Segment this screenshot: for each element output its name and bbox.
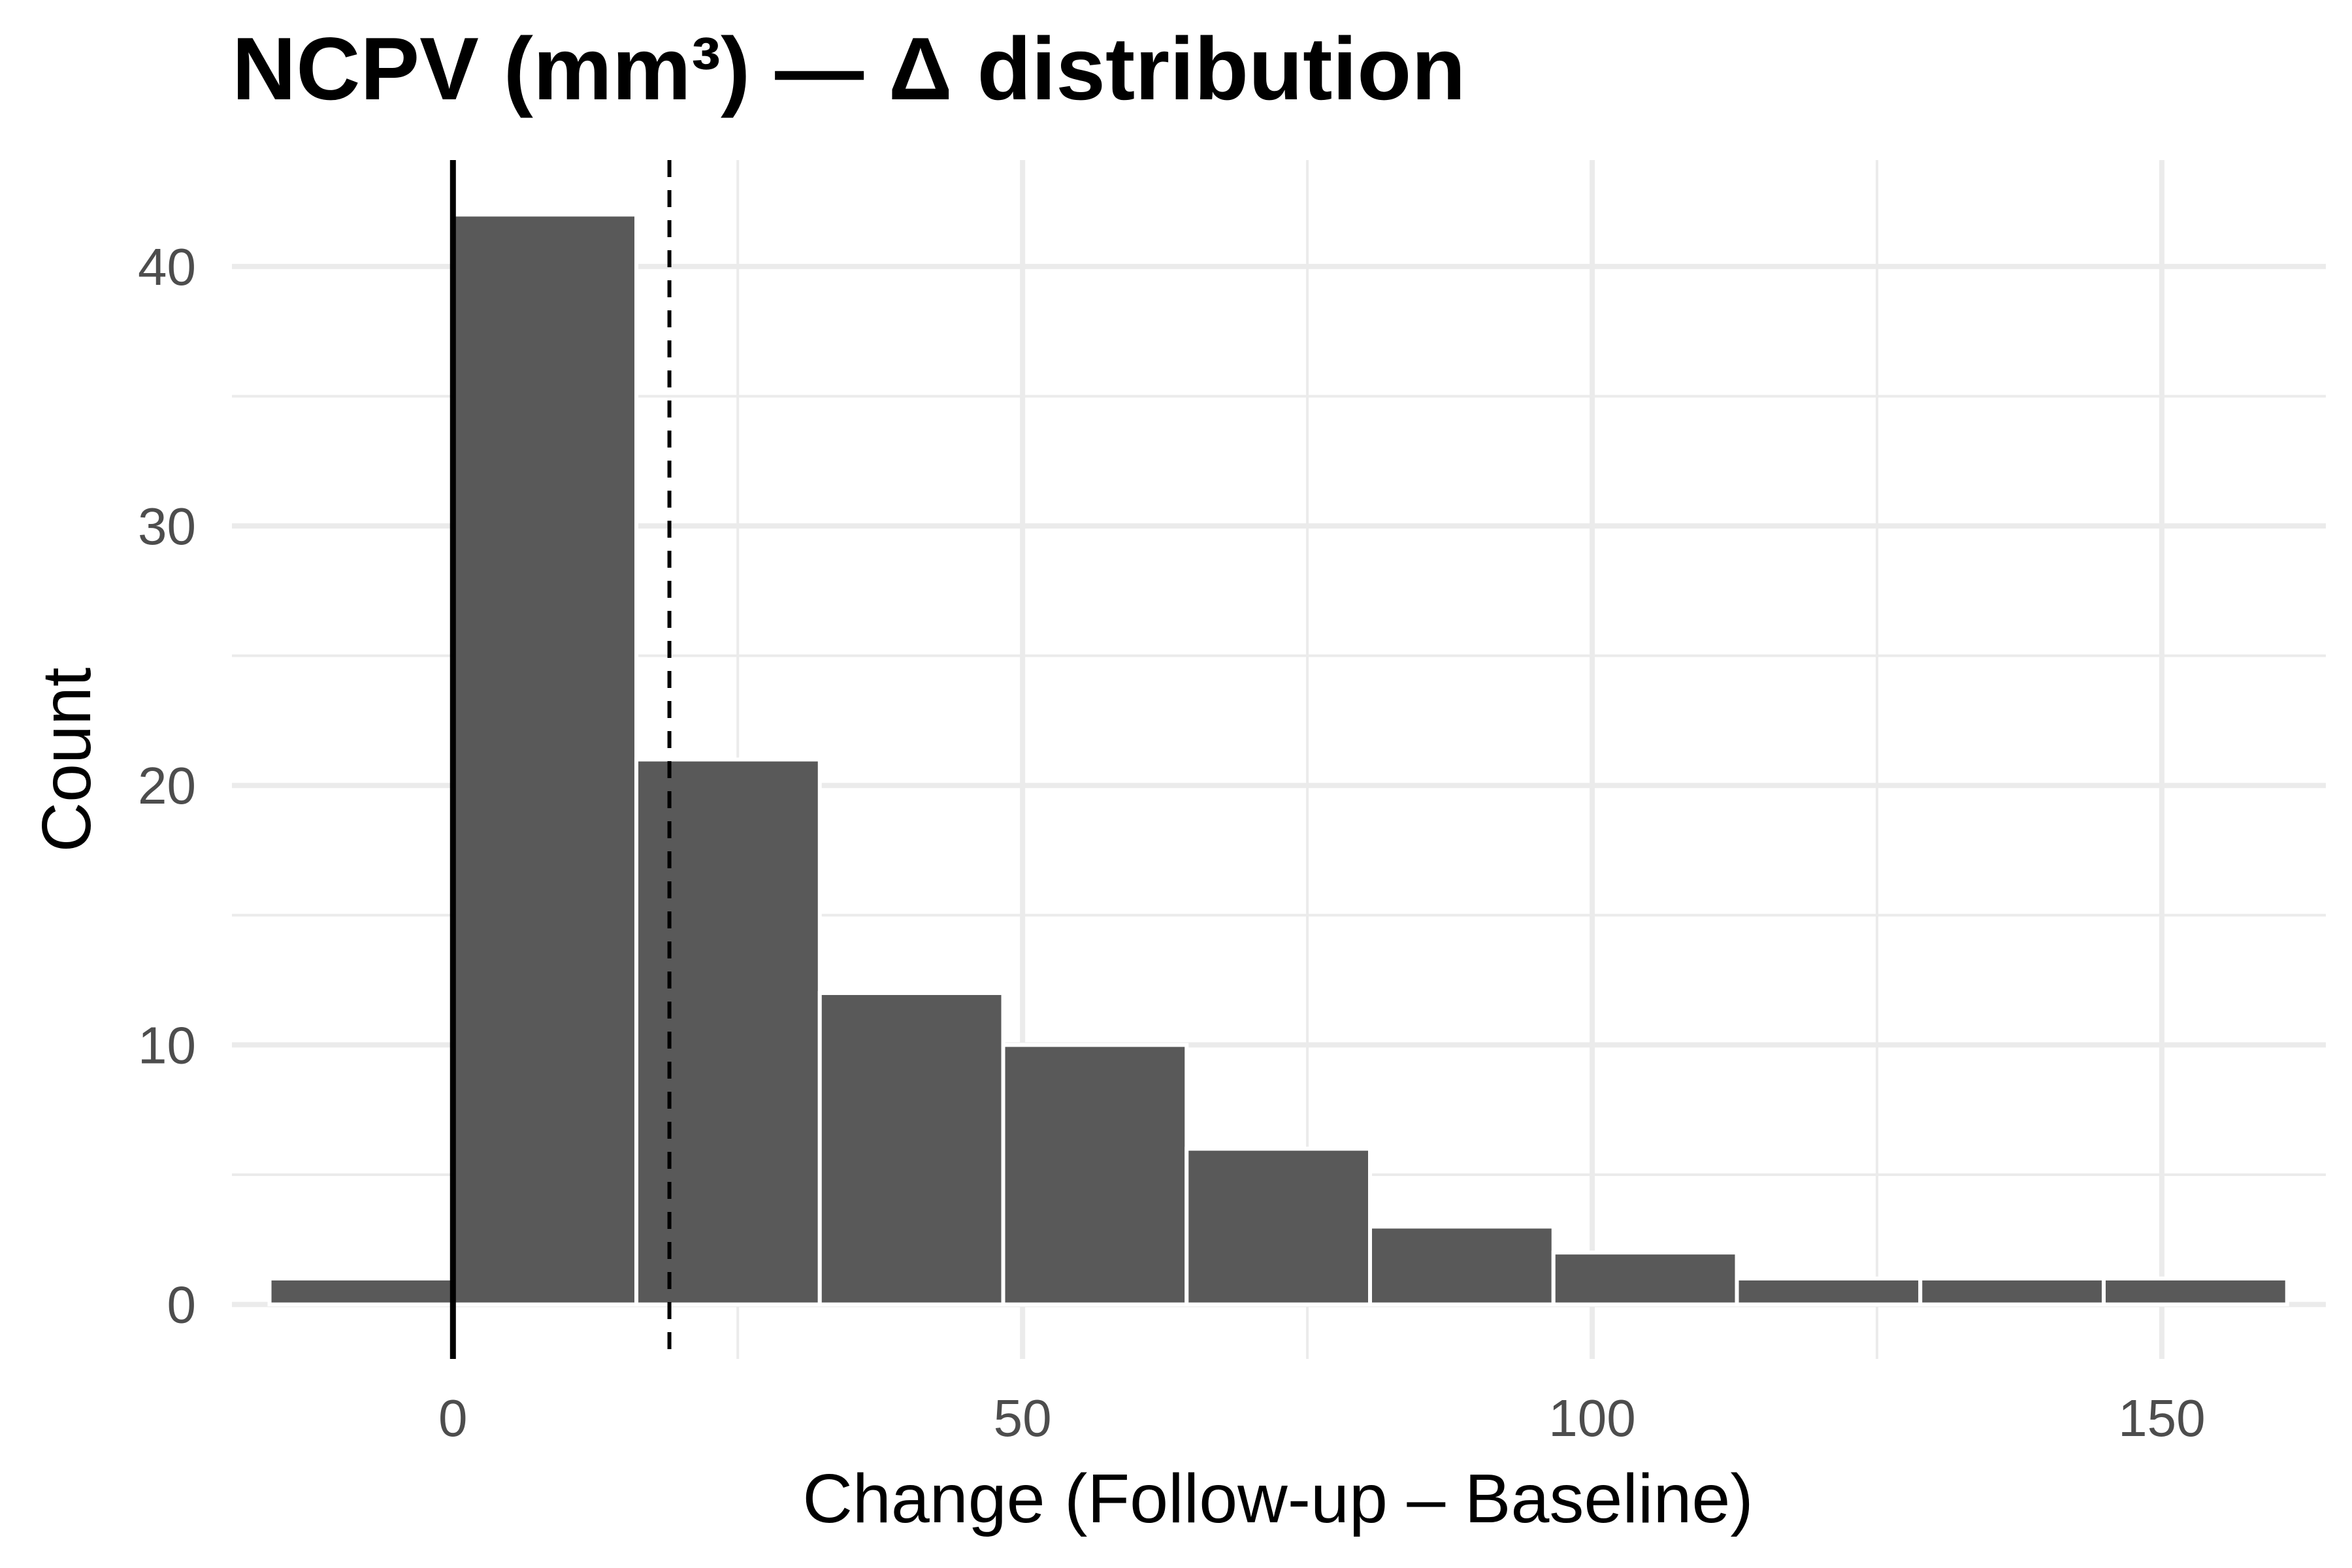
- y-axis-title: Count: [28, 668, 105, 853]
- histogram-bar: [1001, 1043, 1189, 1307]
- x-tick-label: 50: [994, 1389, 1052, 1447]
- x-tick-label: 150: [2118, 1389, 2205, 1447]
- y-tick-label: 10: [138, 1016, 196, 1074]
- histogram-bar: [1918, 1276, 2106, 1307]
- x-tick-label: 100: [1548, 1389, 1635, 1447]
- y-tick-label: 20: [138, 757, 196, 815]
- reference-lines: [449, 160, 672, 1359]
- histogram-bar: [1735, 1276, 1923, 1307]
- histogram-bar: [2101, 1276, 2289, 1307]
- histogram-bars: [267, 212, 2289, 1307]
- histogram-bar: [451, 212, 639, 1307]
- histogram-bar: [634, 757, 822, 1307]
- histogram-bar: [817, 990, 1005, 1307]
- y-tick-label: 30: [138, 497, 196, 555]
- histogram-bar: [1367, 1224, 1556, 1307]
- histogram-bar: [267, 1276, 455, 1307]
- axis-tick-labels: 0 50 100 150 0 10 20 30 40: [138, 238, 2206, 1447]
- x-axis-title: Change (Follow-up – Baseline): [802, 1460, 1753, 1537]
- histogram-bar: [1551, 1250, 1739, 1307]
- histogram-bar: [1184, 1147, 1372, 1307]
- x-tick-label: 0: [438, 1389, 468, 1447]
- chart-title: NCPV (mm³) — Δ distribution: [232, 19, 1465, 118]
- y-tick-label: 40: [138, 238, 196, 296]
- y-tick-label: 0: [167, 1276, 197, 1334]
